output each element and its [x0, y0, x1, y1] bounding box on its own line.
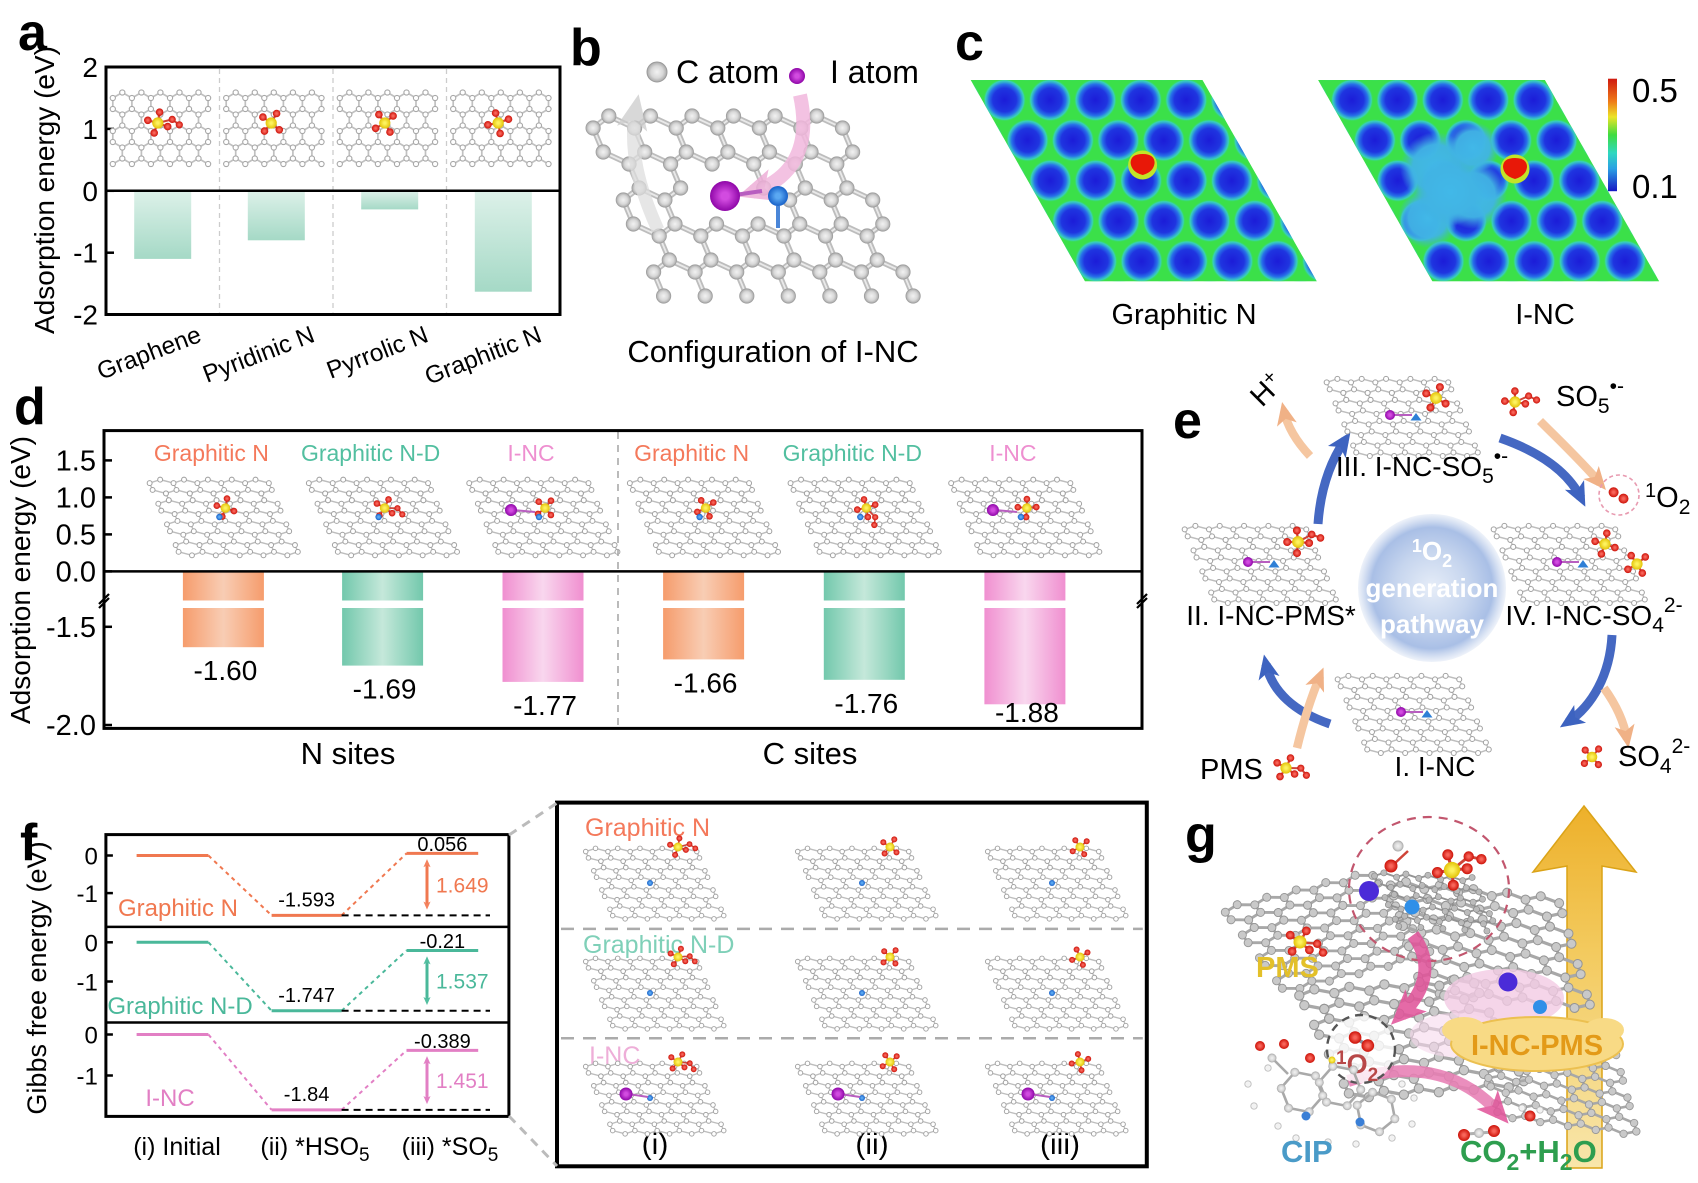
- svg-text:PMS: PMS: [1200, 754, 1263, 786]
- svg-text:-0.21: -0.21: [420, 931, 466, 953]
- svg-text:I-NC-PMS: I-NC-PMS: [1471, 1030, 1603, 1062]
- svg-text:1O2: 1O2: [1645, 480, 1690, 519]
- svg-text:-1.66: -1.66: [674, 667, 738, 698]
- svg-text:0.0: 0.0: [56, 556, 96, 588]
- svg-text:Graphitic N: Graphitic N: [154, 440, 269, 466]
- svg-text:0.056: 0.056: [417, 834, 467, 856]
- svg-text:Graphitic N-D: Graphitic N-D: [583, 931, 734, 959]
- svg-text:CIP: CIP: [1281, 1134, 1333, 1169]
- svg-text:Graphitic N: Graphitic N: [585, 814, 710, 842]
- svg-text:PMS: PMS: [1256, 952, 1319, 984]
- svg-text:b: b: [570, 19, 602, 77]
- svg-text:-2.0: -2.0: [46, 710, 96, 742]
- svg-text:f: f: [20, 814, 38, 872]
- svg-text:1.5: 1.5: [56, 445, 96, 477]
- svg-text:CO2+H2O: CO2+H2O: [1460, 1134, 1597, 1175]
- svg-text:I-NC: I-NC: [989, 440, 1036, 466]
- svg-text:0.5: 0.5: [1632, 72, 1678, 109]
- svg-text:Graphitic N-D: Graphitic N-D: [107, 993, 252, 1020]
- svg-text:III. I-NC-SO5•-: III. I-NC-SO5•-: [1336, 445, 1508, 488]
- svg-text:0: 0: [85, 930, 98, 957]
- svg-text:-0.389: -0.389: [414, 1031, 471, 1053]
- svg-text:N sites: N sites: [301, 736, 396, 771]
- svg-text:Graphitic N: Graphitic N: [1111, 299, 1256, 331]
- svg-text:-1.747: -1.747: [278, 985, 335, 1007]
- svg-text:1.451: 1.451: [436, 1070, 489, 1093]
- svg-text:Adsorption energy (eV): Adsorption energy (eV): [29, 46, 60, 334]
- svg-text:SO42-: SO42-: [1618, 735, 1690, 778]
- svg-text:1.0: 1.0: [56, 482, 96, 514]
- svg-text:-1.60: -1.60: [193, 655, 257, 686]
- svg-text:0.5: 0.5: [56, 519, 96, 551]
- svg-text:-1.77: -1.77: [513, 690, 577, 721]
- svg-text:Adsorption energy (eV): Adsorption energy (eV): [5, 436, 36, 724]
- svg-text:Graphitic N: Graphitic N: [118, 895, 238, 922]
- svg-text:-1: -1: [77, 1064, 98, 1091]
- svg-text:g: g: [1185, 806, 1217, 864]
- svg-text:II. I-NC-PMS*: II. I-NC-PMS*: [1186, 600, 1356, 631]
- svg-text:1.649: 1.649: [436, 874, 489, 897]
- svg-text:I-NC: I-NC: [145, 1085, 194, 1112]
- svg-text:-1.88: -1.88: [995, 697, 1059, 728]
- svg-text:I-NC: I-NC: [507, 440, 554, 466]
- svg-text:0: 0: [82, 176, 98, 207]
- svg-text:0: 0: [85, 844, 98, 871]
- svg-text:d: d: [14, 378, 46, 436]
- svg-text:C atom: C atom: [676, 54, 779, 90]
- svg-text:-1.593: -1.593: [278, 889, 335, 911]
- svg-text:-2: -2: [73, 300, 98, 331]
- svg-text:-1.5: -1.5: [46, 612, 96, 644]
- svg-text:1.537: 1.537: [436, 971, 489, 994]
- svg-text:-1: -1: [77, 970, 98, 997]
- svg-text:-1.76: -1.76: [834, 688, 898, 719]
- svg-text:1: 1: [82, 114, 98, 145]
- svg-text:generation: generation: [1366, 573, 1499, 603]
- svg-text:I. I-NC: I. I-NC: [1395, 751, 1476, 782]
- svg-text:-1.84: -1.84: [284, 1084, 330, 1106]
- svg-text:(ii) *HSO5: (ii) *HSO5: [260, 1133, 369, 1166]
- svg-text:pathway: pathway: [1380, 609, 1485, 639]
- svg-text:(i) Initial: (i) Initial: [133, 1133, 221, 1161]
- svg-text:-1.69: -1.69: [353, 674, 417, 705]
- svg-text:(iii) *SO5: (iii) *SO5: [402, 1133, 499, 1166]
- svg-text:0.1: 0.1: [1632, 168, 1678, 205]
- svg-text:I atom: I atom: [830, 54, 919, 90]
- svg-text:1O2: 1O2: [1412, 536, 1452, 571]
- svg-text:Graphitic N-D: Graphitic N-D: [783, 440, 922, 466]
- svg-text:0: 0: [85, 1023, 98, 1050]
- svg-text:Gibbs free energy (eV): Gibbs free energy (eV): [22, 841, 52, 1114]
- svg-text:-1: -1: [73, 238, 98, 269]
- svg-text:a: a: [18, 4, 48, 62]
- svg-text:-1: -1: [77, 881, 98, 908]
- svg-text:Configuration of I-NC: Configuration of I-NC: [627, 334, 918, 369]
- svg-text:Graphitic N-D: Graphitic N-D: [301, 440, 440, 466]
- svg-text:C sites: C sites: [763, 736, 858, 771]
- svg-text:2: 2: [82, 52, 98, 83]
- svg-text:I-NC: I-NC: [1515, 299, 1575, 331]
- svg-text:Graphitic N: Graphitic N: [634, 440, 749, 466]
- svg-text:e: e: [1173, 392, 1202, 450]
- svg-text:c: c: [955, 14, 984, 72]
